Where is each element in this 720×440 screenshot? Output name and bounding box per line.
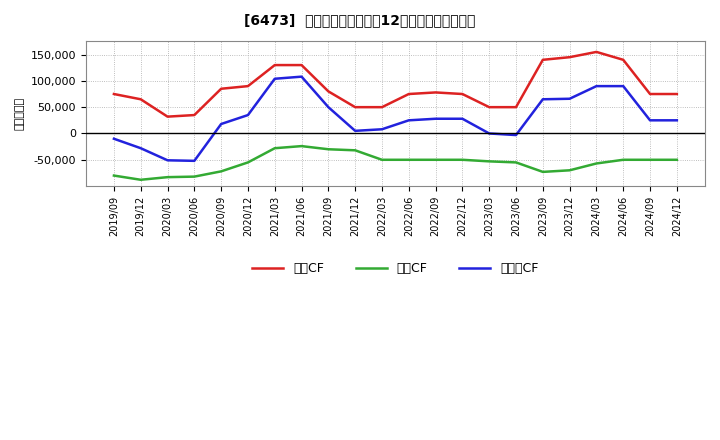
フリーCF [592,84,600,89]
営業CF [539,57,547,62]
営業CF [324,89,333,94]
フリーCF [217,121,225,127]
営業CF [243,84,252,89]
投資CF [297,143,306,149]
投資CF [512,160,521,165]
営業CF [297,62,306,68]
投資CF [672,157,681,162]
営業CF [512,105,521,110]
営業CF [672,92,681,97]
Line: 投資CF: 投資CF [114,146,677,180]
フリーCF [619,84,628,89]
営業CF [619,57,628,62]
フリーCF [351,128,359,133]
Y-axis label: （百万円）: （百万円） [15,97,25,130]
フリーCF [431,116,440,121]
フリーCF [190,158,199,164]
投資CF [619,157,628,162]
営業CF [271,62,279,68]
フリーCF [243,113,252,118]
フリーCF [109,136,118,141]
投資CF [431,157,440,162]
Text: [6473]  キャッシュフローの12か月移動合計の推移: [6473] キャッシュフローの12か月移動合計の推移 [244,13,476,27]
営業CF [458,92,467,97]
フリーCF [136,146,145,151]
投資CF [351,148,359,153]
投資CF [324,147,333,152]
投資CF [565,168,574,173]
営業CF [405,92,413,97]
投資CF [646,157,654,162]
フリーCF [512,132,521,138]
営業CF [217,86,225,92]
投資CF [109,173,118,178]
営業CF [378,105,387,110]
フリーCF [324,105,333,110]
営業CF [136,97,145,102]
フリーCF [297,74,306,79]
投資CF [485,159,493,164]
投資CF [405,157,413,162]
フリーCF [271,76,279,81]
Legend: 営業CF, 投資CF, フリーCF: 営業CF, 投資CF, フリーCF [247,257,544,280]
投資CF [378,157,387,162]
フリーCF [405,117,413,123]
フリーCF [163,158,172,163]
投資CF [136,177,145,183]
投資CF [243,160,252,165]
フリーCF [458,116,467,121]
Line: フリーCF: フリーCF [114,77,677,161]
投資CF [592,161,600,166]
投資CF [217,169,225,174]
フリーCF [565,96,574,101]
営業CF [485,105,493,110]
投資CF [190,174,199,179]
投資CF [539,169,547,175]
投資CF [271,146,279,151]
Line: 営業CF: 営業CF [114,52,677,117]
営業CF [351,105,359,110]
営業CF [646,92,654,97]
営業CF [565,55,574,60]
投資CF [163,175,172,180]
営業CF [190,113,199,118]
フリーCF [539,97,547,102]
フリーCF [646,117,654,123]
営業CF [109,92,118,97]
営業CF [431,90,440,95]
営業CF [163,114,172,119]
フリーCF [672,117,681,123]
営業CF [592,49,600,55]
投資CF [458,157,467,162]
フリーCF [485,131,493,136]
フリーCF [378,127,387,132]
